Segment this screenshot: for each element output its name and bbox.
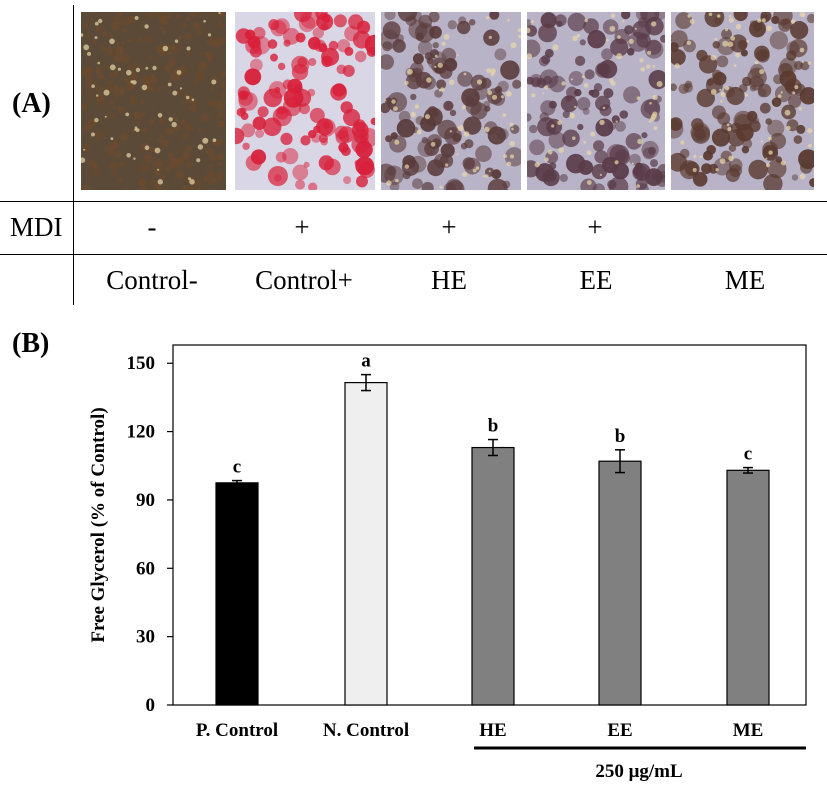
y-tick-label: 90 [136,490,155,511]
treatment-label-control-plus: Control+ [255,265,353,295]
bar-series: c a b b c [215,351,770,706]
treatment-label-control-minus: Control- [106,265,198,295]
mdi-value-ee: + [587,212,603,242]
treatment-label-he: HE [431,265,467,295]
y-tick-label: 150 [127,353,156,374]
mdi-value-he: + [441,212,457,242]
y-axis-title: Free Glycerol (% of Control) [88,407,109,642]
treatment-label-me: ME [724,265,766,295]
y-tick-label: 30 [136,627,155,648]
micrograph-he [381,12,521,190]
panel-b-label: (B) [12,328,50,359]
significance-letter: a [361,351,371,372]
mdi-value-control-plus: + [294,212,310,242]
x-tick-label: N. Control [323,720,409,741]
bar [726,469,770,706]
group-label: 250 μg/mL [595,761,682,782]
y-axis: 0 30 60 90 120 150 [127,353,173,716]
treatment-label-ee: EE [579,265,613,295]
significance-letter: b [615,426,626,447]
y-tick-label: 120 [127,422,156,443]
bar [344,381,388,706]
x-axis-labels: P. Control N. Control HE EE ME [196,720,763,741]
x-tick-label: HE [479,720,506,741]
panel-a-bottom-row-divider [0,254,827,255]
significance-letter: c [744,444,752,465]
bar [471,446,515,706]
mdi-row-label: MDI [10,212,63,242]
x-tick-label: P. Control [196,720,278,741]
x-tick-label: ME [733,720,764,741]
panel-a-label: (A) [12,88,51,119]
bar-chart: 0 30 60 90 120 150 c a b b c P. Control N. Control… [88,344,807,782]
x-tick-label: EE [607,720,632,741]
significance-letter: b [488,416,499,437]
micrograph-control-plus [235,12,375,190]
mdi-value-control-minus: - [147,212,157,242]
micrograph-me [671,12,814,190]
significance-letter: c [233,457,241,478]
bar [598,460,642,706]
y-tick-label: 0 [146,695,156,716]
panel-a-vertical-divider [73,5,74,305]
micrograph-control-minus [81,12,226,190]
bar [215,482,259,706]
micrograph-ee [527,12,665,190]
panel-a-top-row-divider [0,201,827,202]
y-tick-label: 60 [136,558,155,579]
